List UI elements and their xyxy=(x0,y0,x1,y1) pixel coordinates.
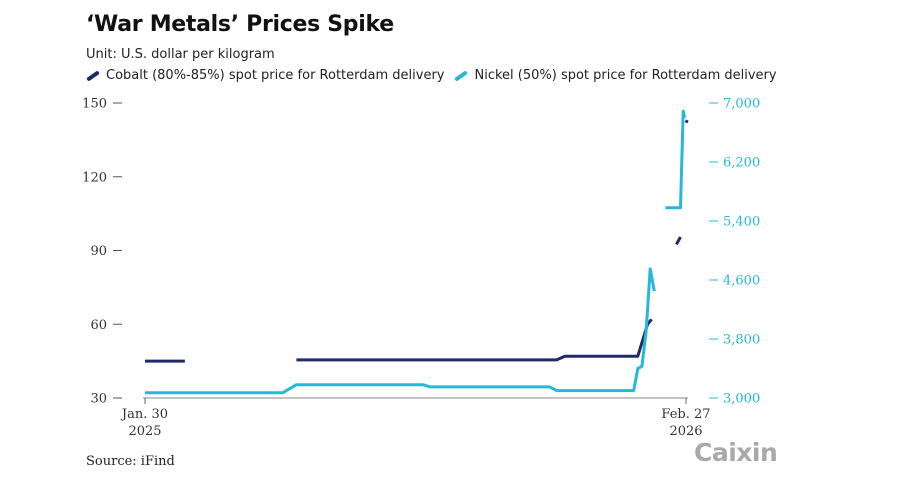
y-right-tick-label: 6,200 xyxy=(723,156,760,171)
y-right-tick-label: 5,400 xyxy=(723,215,760,230)
source-note: Source: iFind xyxy=(86,454,175,469)
nickel-series-line xyxy=(145,267,656,395)
y-left-tick-label: 60 xyxy=(90,318,107,333)
x-tick-label: Feb. 27 xyxy=(661,407,710,422)
legend-item-cobalt: Cobalt (80%-85%) spot price for Rotterda… xyxy=(86,68,444,83)
x-tick-year-label: 2025 xyxy=(128,424,161,439)
y-right-tick-label: 3,800 xyxy=(723,333,760,348)
y-left-tick-label: 30 xyxy=(90,392,107,407)
cobalt-series-line xyxy=(684,119,689,124)
unit-label: Unit: U.S. dollar per kilogram xyxy=(86,47,275,62)
cobalt-series-line xyxy=(675,236,682,246)
y-right-tick-label: 3,000 xyxy=(723,392,760,407)
legend-label-nickel: Nickel (50%) spot price for Rotterdam de… xyxy=(474,68,777,83)
y-left-tick-label: 90 xyxy=(90,244,107,259)
legend-item-nickel: Nickel (50%) spot price for Rotterdam de… xyxy=(454,68,777,83)
nickel-series-line xyxy=(665,109,687,210)
y-left-tick-label: 120 xyxy=(82,170,107,185)
y-right-tick-label: 4,600 xyxy=(723,274,760,289)
legend: Cobalt (80%-85%) spot price for Rotterda… xyxy=(86,68,787,83)
legend-label-cobalt: Cobalt (80%-85%) spot price for Rotterda… xyxy=(106,68,445,83)
y-right-tick-label: 7,000 xyxy=(723,97,760,112)
x-tick-year-label: 2026 xyxy=(669,424,702,439)
y-left-tick-label: 150 xyxy=(82,97,107,112)
chart-title: ‘War Metals’ Prices Spike xyxy=(86,12,394,37)
x-tick-label: Jan. 30 xyxy=(120,407,168,422)
caixin-logo: Caixin xyxy=(694,438,778,467)
cobalt-series-line xyxy=(296,318,653,362)
